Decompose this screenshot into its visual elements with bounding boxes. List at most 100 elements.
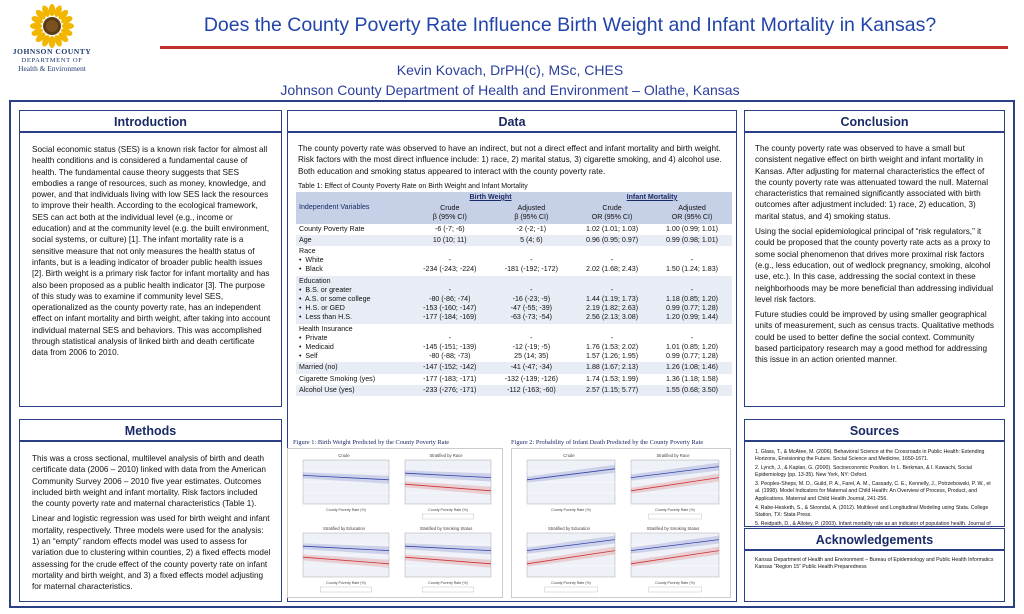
table-cell: - -234 (-243; -224) [409, 245, 491, 276]
title-divider [160, 46, 1008, 49]
prediction-line [526, 468, 616, 481]
x-axis-label: County Poverty Rate (%) [655, 508, 695, 512]
col-crude-bw-sub: β (95% CI) [432, 213, 467, 222]
confidence-band [303, 543, 389, 555]
x-axis-label: County Poverty Rate (%) [551, 508, 591, 512]
county-logo: JOHNSON COUNTY DEPARTMENT OF Health & En… [6, 4, 98, 82]
table-cell: 0.96 (0.95; 0.97) [572, 234, 653, 246]
table-cell: -112 (-163; -60) [490, 384, 573, 396]
confidence-band [405, 543, 491, 555]
table-cell: -2 (-2; -1) [490, 223, 573, 235]
data-panel: Data The county poverty rate was observe… [287, 110, 737, 602]
table-cell: -233 (-276; -171) [409, 384, 491, 396]
col-adjusted-bw-sub: β (95% CI) [514, 213, 549, 222]
logo-line-2: DEPARTMENT OF [21, 56, 83, 64]
conclusion-paragraph-2: Using the social epidemiological princip… [755, 227, 994, 304]
table-row-label: Race • White • Black [296, 245, 410, 276]
table-row: Health Insurance • Private • Medicaid • … [296, 323, 732, 363]
table-cell: 1.74 (1.53; 1.99) [572, 373, 653, 385]
table-cell: - -12 (-19; -5) 25 (14; 35) [490, 323, 573, 363]
introduction-heading: Introduction [20, 111, 281, 133]
sunflower-icon [30, 4, 74, 48]
x-axis-label: County Poverty Rate (%) [326, 508, 366, 512]
subplot: Stratified by Education County Poverty Ra… [526, 526, 616, 593]
col-crude-bw: Crude [440, 204, 460, 213]
prediction-line [630, 539, 720, 551]
table-cell: 10 (10; 11) [409, 234, 491, 246]
col-crude-im: Crude [602, 204, 622, 213]
table-cell: - 1.50 (1.24; 1.83) [652, 245, 732, 276]
table-cell: -132 (-139; -126) [490, 373, 573, 385]
acknowledgement-2: Kansas “Region 15” Public Health Prepare… [755, 564, 867, 570]
table-cell: 1.02 (1.01; 1.03) [572, 223, 653, 235]
introduction-panel: Introduction Social economic status (SES… [19, 110, 282, 407]
source-item: 1. Glass, T., & McAtee, M. (2006). Behav… [755, 449, 985, 463]
legend-box [422, 513, 474, 520]
subplot: Stratified by Smoking Status County Pover… [630, 526, 720, 593]
results-table: Independent Variables Birth Weight Infan… [296, 191, 732, 396]
x-axis-label: County Poverty Rate (%) [655, 581, 695, 585]
table-cell: - 1.18 (0.85; 1.20) 0.99 (0.77; 1.28) 1.… [652, 275, 732, 324]
prediction-line [302, 545, 390, 551]
methods-paragraph-1: This was a cross sectional, multilevel a… [32, 454, 266, 509]
introduction-text: Social economic status (SES) is a known … [32, 145, 271, 358]
table-cell: - 1.01 (0.85; 1.20) 0.99 (0.77; 1.28) [652, 323, 732, 363]
subplot: Stratified by Race County Poverty Rate (%… [404, 453, 492, 520]
subplot-title: Stratified by Education [323, 526, 366, 531]
table-header-independent-variables: Independent Variables [296, 191, 410, 224]
author: Kevin Kovach, DrPH(c), MSc, CHES [396, 62, 624, 78]
acknowledgements-panel: Acknowledgements Kansas Department of He… [744, 528, 1005, 602]
col-adjusted-im: Adjusted [678, 204, 706, 213]
sources-heading: Sources [745, 420, 1004, 442]
logo-line-3: Health & Environment [18, 64, 86, 73]
table-cell: -41 (-47; -34) [490, 362, 573, 374]
confidence-band [631, 546, 719, 567]
data-text: The county poverty rate was observed to … [298, 144, 722, 176]
subplot: Crude County Poverty Rate (%) [302, 453, 390, 512]
x-axis-label: County Poverty Rate (%) [428, 581, 468, 585]
table-cell: - -145 (-151; -139) -80 (-88; -73) [409, 323, 491, 363]
table-caption: Table 1: Effect of County Poverty Rate o… [298, 182, 528, 190]
table-cell: - 2.02 (1.68; 2.43) [572, 245, 653, 276]
table-row: Education • B.S. or greater • A.S. or so… [296, 275, 732, 324]
confidence-band [405, 481, 491, 495]
department: Johnson County Department of Health and … [280, 82, 740, 98]
table-row-label: Cigarette Smoking (yes) [296, 373, 410, 385]
table-cell: -147 (-152; -142) [409, 362, 491, 374]
prediction-line [526, 550, 616, 565]
confidence-band [631, 473, 719, 494]
subplot-title: Crude [563, 453, 575, 458]
table-cell: 1.55 (0.68; 3.50) [652, 384, 732, 396]
acknowledgement-1: Kansas Department of Health and Environm… [755, 557, 994, 563]
confidence-band [631, 462, 719, 481]
prediction-line [630, 477, 720, 492]
poster-title: Does the County Poverty Rate Influence B… [203, 14, 937, 36]
prediction-line [526, 539, 616, 551]
prediction-line [404, 556, 492, 565]
col-crude-im-sub: OR (95% CI) [591, 213, 633, 222]
figure-2: Crude County Poverty Rate (%) Stratified b… [511, 448, 731, 598]
subplot-title: Crude [338, 453, 350, 458]
methods-heading: Methods [20, 420, 281, 442]
prediction-line [404, 545, 492, 551]
source-item: 2. Lynch, J., & Kaplan, G. (2000). Socio… [755, 465, 972, 479]
x-axis-label: County Poverty Rate (%) [551, 581, 591, 585]
table-cell: 1.88 (1.67; 2.13) [572, 362, 653, 374]
table-header-infant-mortality: Infant Mortality [572, 191, 732, 204]
table-cell: 1.26 (1.08; 1.46) [652, 362, 732, 374]
confidence-band [405, 554, 491, 568]
table-row-label: Education • B.S. or greater • A.S. or so… [296, 275, 410, 324]
table-body: County Poverty Rate -6 (-7; -6) -2 (-2; -1… [296, 223, 732, 396]
confidence-band [527, 546, 615, 567]
confidence-band [527, 535, 615, 554]
confidence-band [405, 470, 491, 482]
source-item: 4. Rabe-Hesketh, S., & Skrondal, A. (201… [755, 504, 989, 518]
confidence-band [303, 554, 389, 568]
table-cell: - -80 (-86; -74) -153 (-160; -147) -177 … [409, 275, 491, 324]
table-cell: - 1.76 (1.53; 2.02) 1.57 (1.26; 1.95) [572, 323, 653, 363]
conclusion-paragraph-1: The county poverty rate was observed to … [755, 144, 989, 221]
conclusion-heading: Conclusion [745, 111, 1004, 133]
conclusion-paragraph-3: Future studies could be improved by usin… [755, 310, 994, 365]
col-adjusted-im-sub: OR (95% CI) [671, 213, 713, 222]
